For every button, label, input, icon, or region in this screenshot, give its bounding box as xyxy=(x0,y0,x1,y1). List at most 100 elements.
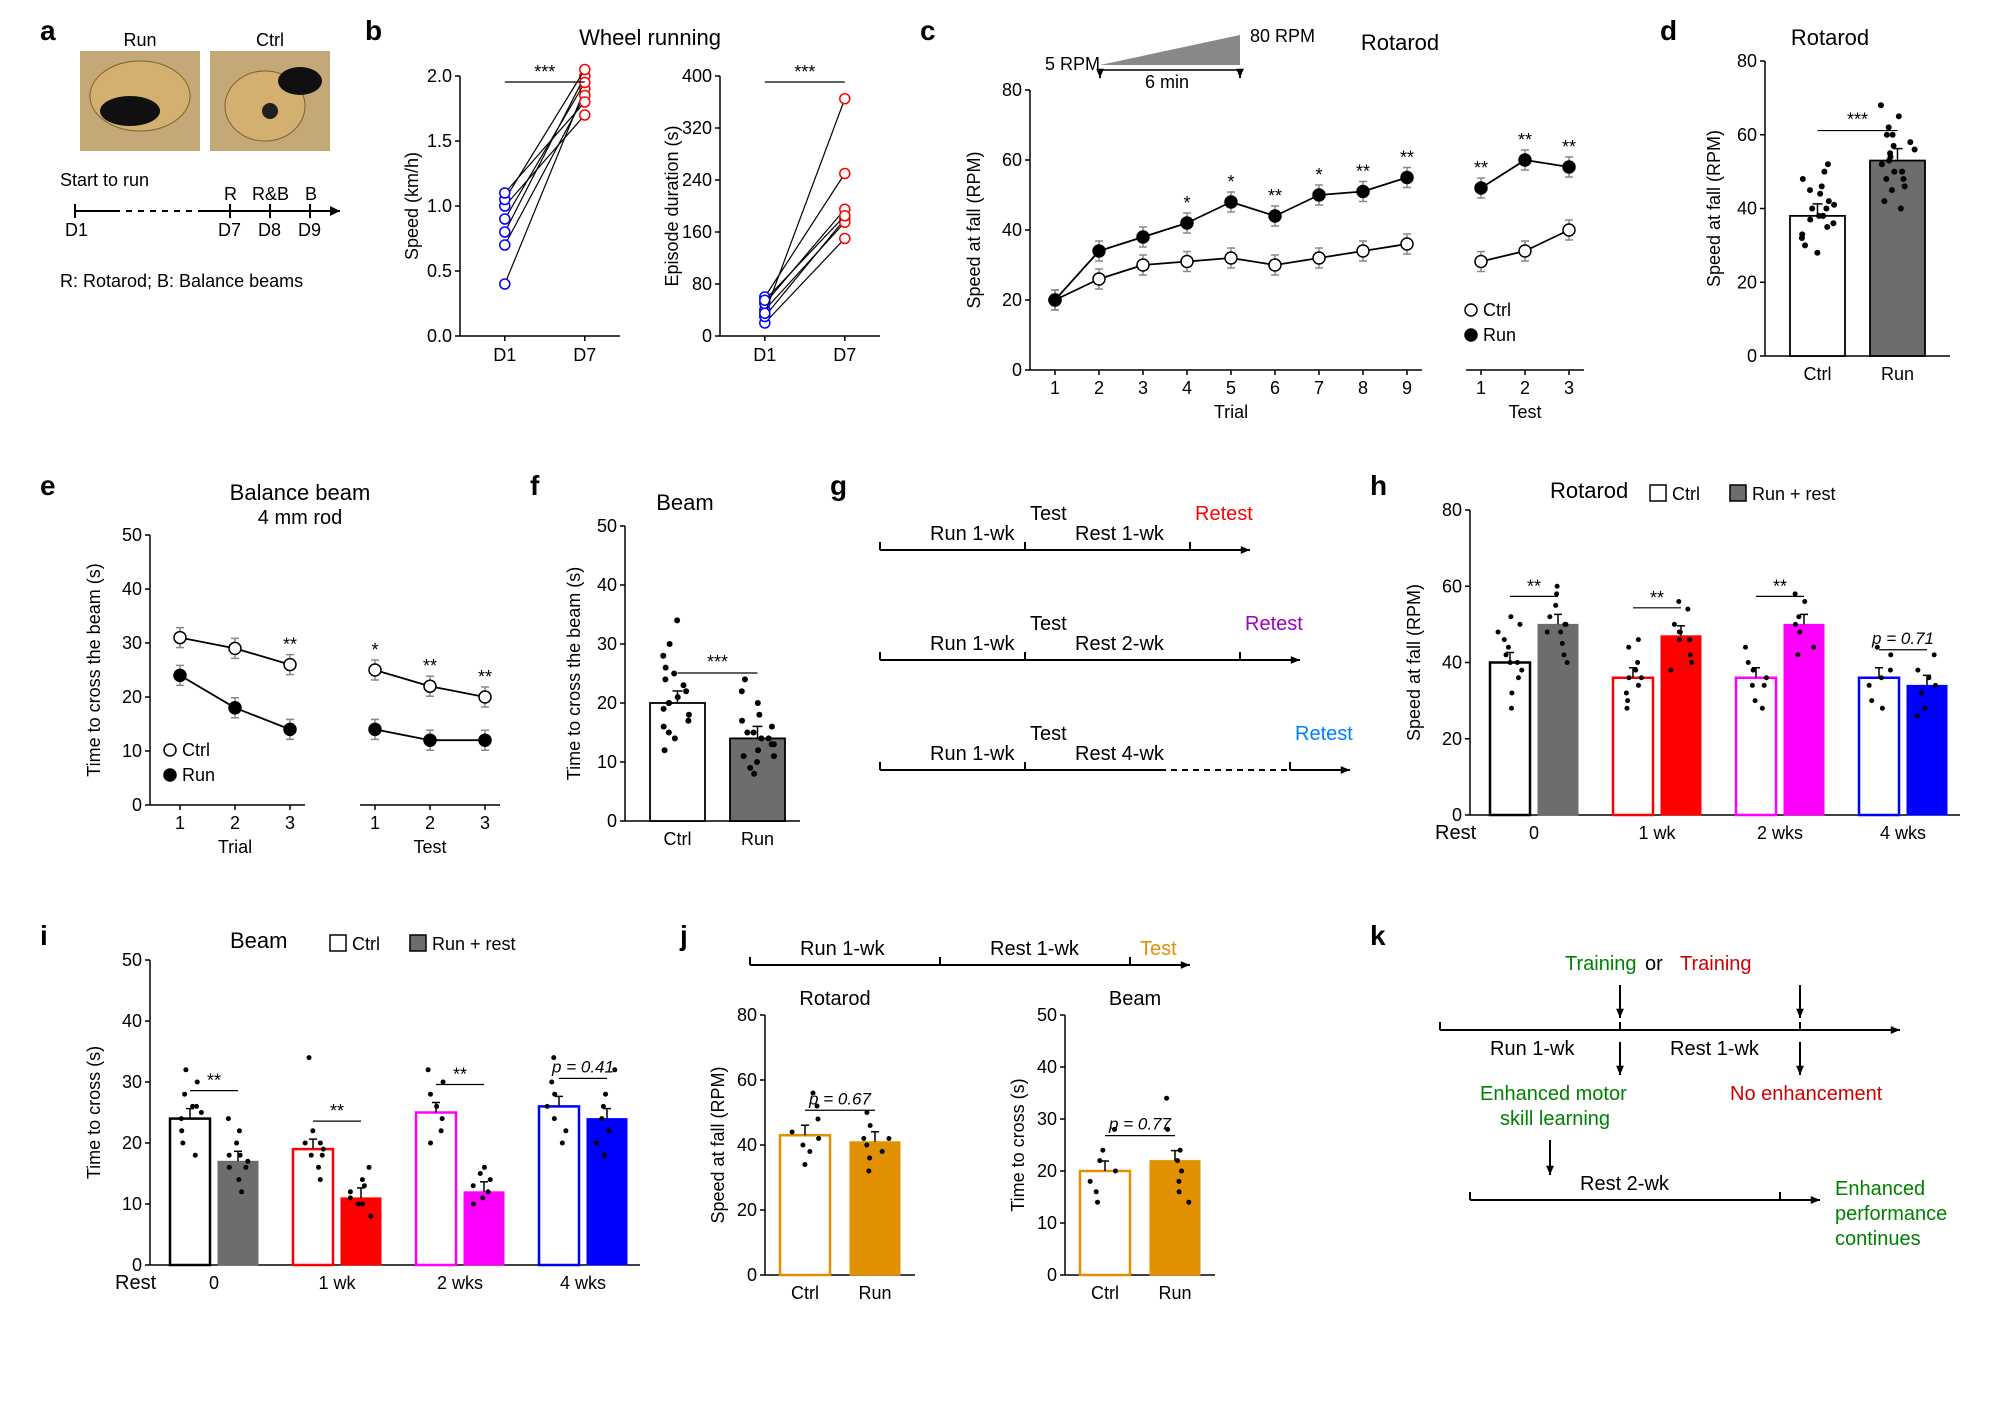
svg-text:4: 4 xyxy=(1182,378,1192,398)
svg-text:50: 50 xyxy=(122,525,142,545)
svg-text:20: 20 xyxy=(122,687,142,707)
chart-beam-bar: 01020304050Time to cross the beam (s)Ctr… xyxy=(560,516,810,856)
svg-text:Run 1-wk: Run 1-wk xyxy=(930,743,1015,765)
svg-text:R&B: R&B xyxy=(252,184,289,204)
panel-label-i: i xyxy=(40,920,48,952)
svg-text:**: ** xyxy=(1356,162,1370,182)
svg-text:20: 20 xyxy=(122,1133,142,1153)
panel-label-b: b xyxy=(365,15,382,47)
svg-text:Ctrl: Ctrl xyxy=(1483,300,1511,320)
svg-text:Run: Run xyxy=(1158,1283,1191,1303)
svg-text:320: 320 xyxy=(682,118,712,138)
panel-d: Rotarod 020406080Speed at fall (RPM)Ctrl… xyxy=(1700,25,1960,396)
svg-text:1: 1 xyxy=(1050,378,1060,398)
svg-text:Rest 2-wk: Rest 2-wk xyxy=(1075,633,1165,655)
timelines-g: Run 1-wkTestRest 1-wkRetestRun 1-wkTestR… xyxy=(850,510,1350,840)
svg-text:Speed (km/h): Speed (km/h) xyxy=(402,152,422,260)
svg-text:Enhanced: Enhanced xyxy=(1835,1178,1925,1200)
svg-text:Test: Test xyxy=(1030,613,1067,635)
svg-text:or: or xyxy=(1645,953,1663,975)
svg-text:6: 6 xyxy=(1270,378,1280,398)
svg-text:20: 20 xyxy=(1037,1161,1057,1181)
panel-e: Balance beam4 mm rod01020304050Time to c… xyxy=(80,480,520,865)
svg-text:Run 1-wk: Run 1-wk xyxy=(930,633,1015,655)
svg-text:2: 2 xyxy=(1520,378,1530,398)
svg-text:D1: D1 xyxy=(65,220,88,240)
panel-label-k: k xyxy=(1370,920,1386,952)
svg-text:4 mm rod: 4 mm rod xyxy=(258,507,342,529)
svg-text:4 wks: 4 wks xyxy=(560,1273,606,1293)
svg-text:3: 3 xyxy=(1138,378,1148,398)
svg-text:Ctrl: Ctrl xyxy=(182,740,210,760)
svg-text:0: 0 xyxy=(209,1273,219,1293)
panel-k: Run 1-wkRest 1-wkTrainingorTrainingEnhan… xyxy=(1400,940,1960,1325)
svg-text:Beam: Beam xyxy=(230,928,287,953)
svg-text:1.5: 1.5 xyxy=(427,131,452,151)
panel-j-content: Run 1-wkRest 1-wkTestRotarod020406080Spe… xyxy=(710,930,1330,1350)
svg-text:80: 80 xyxy=(737,1005,757,1025)
svg-text:5: 5 xyxy=(1226,378,1236,398)
svg-text:40: 40 xyxy=(1037,1057,1057,1077)
panel-label-f: f xyxy=(530,470,539,502)
svg-text:Ctrl: Ctrl xyxy=(664,829,692,849)
svg-text:*: * xyxy=(1315,165,1322,185)
svg-text:50: 50 xyxy=(597,516,617,536)
svg-text:Test: Test xyxy=(1030,503,1067,525)
svg-text:0: 0 xyxy=(747,1265,757,1285)
svg-text:Run: Run xyxy=(741,829,774,849)
svg-text:Balance beam: Balance beam xyxy=(230,480,371,505)
svg-text:40: 40 xyxy=(122,1011,142,1031)
svg-text:8: 8 xyxy=(1358,378,1368,398)
svg-text:80: 80 xyxy=(692,274,712,294)
svg-text:D7: D7 xyxy=(218,220,241,240)
svg-text:Time to cross (s): Time to cross (s) xyxy=(1008,1078,1028,1211)
svg-text:4 wks: 4 wks xyxy=(1880,823,1926,843)
svg-text:50: 50 xyxy=(1037,1005,1057,1025)
panel-a: Run Ctrl Start to run D1 D7 D8 xyxy=(60,30,350,292)
svg-text:400: 400 xyxy=(682,66,712,86)
svg-text:80: 80 xyxy=(1737,51,1757,71)
svg-text:**: ** xyxy=(207,1071,221,1091)
svg-text:40: 40 xyxy=(122,579,142,599)
svg-text:50: 50 xyxy=(122,950,142,970)
svg-text:20: 20 xyxy=(1737,272,1757,292)
svg-text:80: 80 xyxy=(1442,500,1462,520)
svg-text:60: 60 xyxy=(1442,576,1462,596)
run-photo-placeholder xyxy=(80,51,200,151)
svg-text:continues: continues xyxy=(1835,1228,1921,1250)
svg-text:*: * xyxy=(1183,193,1190,213)
svg-text:Speed at fall (RPM): Speed at fall (RPM) xyxy=(964,151,984,308)
ctrl-label: Ctrl xyxy=(210,30,330,51)
chart-beam-trials: Balance beam4 mm rod01020304050Time to c… xyxy=(80,480,520,860)
svg-text:0: 0 xyxy=(132,795,142,815)
panel-d-title: Rotarod xyxy=(1700,25,1960,51)
svg-text:Rotarod: Rotarod xyxy=(1361,30,1439,55)
svg-text:80 RPM: 80 RPM xyxy=(1250,26,1315,46)
svg-text:*: * xyxy=(1227,172,1234,192)
svg-text:Run 1-wk: Run 1-wk xyxy=(930,523,1015,545)
svg-text:0.0: 0.0 xyxy=(427,326,452,346)
svg-text:**: ** xyxy=(1773,576,1787,596)
svg-text:1: 1 xyxy=(370,813,380,833)
svg-text:Rest 2-wk: Rest 2-wk xyxy=(1580,1173,1670,1195)
panel-label-h: h xyxy=(1370,470,1387,502)
svg-text:***: *** xyxy=(794,62,815,82)
svg-text:Run 1-wk: Run 1-wk xyxy=(1490,1038,1575,1060)
svg-text:2 wks: 2 wks xyxy=(1757,823,1803,843)
panel-f: Beam 01020304050Time to cross the beam (… xyxy=(560,490,810,861)
svg-text:9: 9 xyxy=(1402,378,1412,398)
svg-text:Speed at fall (RPM): Speed at fall (RPM) xyxy=(1704,130,1724,287)
svg-text:1: 1 xyxy=(175,813,185,833)
svg-text:40: 40 xyxy=(1442,653,1462,673)
svg-text:3: 3 xyxy=(285,813,295,833)
svg-text:**: ** xyxy=(1527,576,1541,596)
svg-text:30: 30 xyxy=(1037,1109,1057,1129)
svg-text:Run: Run xyxy=(858,1283,891,1303)
svg-text:Run + rest: Run + rest xyxy=(1752,484,1836,504)
svg-text:0: 0 xyxy=(702,326,712,346)
panel-k-schematic: Run 1-wkRest 1-wkTrainingorTrainingEnhan… xyxy=(1400,940,1960,1320)
svg-text:Rest: Rest xyxy=(115,1272,157,1294)
svg-text:Speed at fall (RPM): Speed at fall (RPM) xyxy=(1404,584,1424,741)
svg-text:D9: D9 xyxy=(298,220,321,240)
svg-text:Ctrl: Ctrl xyxy=(1091,1283,1119,1303)
